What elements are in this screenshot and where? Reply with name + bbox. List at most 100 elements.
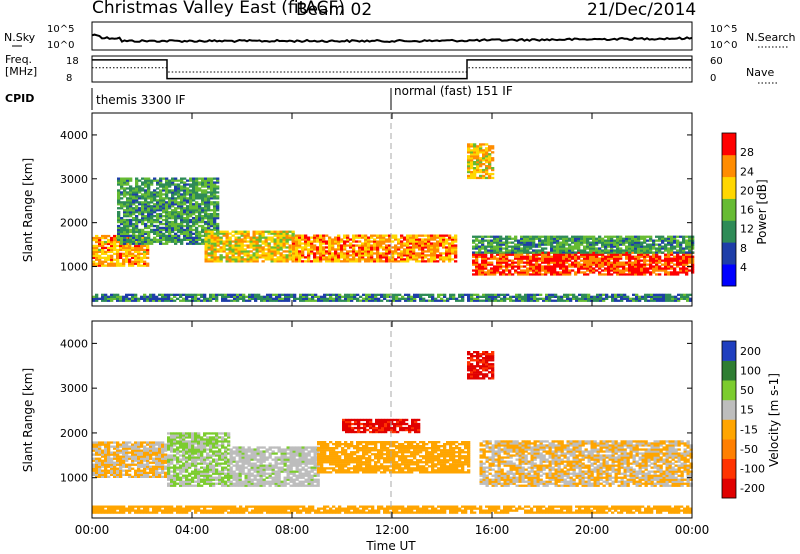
velocity-echo-cell: [137, 455, 141, 458]
power-echo-cell: [210, 187, 214, 190]
power-echo-cell: [252, 246, 256, 249]
power-echo-cell: [607, 271, 611, 274]
power-echo-cell: [625, 247, 629, 250]
power-echo-cell: [101, 240, 105, 244]
power-echo-cell: [210, 246, 214, 249]
power-echo-cell: [195, 242, 199, 245]
power-echo-cell: [589, 241, 593, 244]
power-echo-cell: [168, 224, 172, 228]
power-echo-cell: [520, 251, 524, 254]
nsearch-label: N.Search: [746, 31, 796, 44]
velocity-echo-cell: [137, 441, 141, 444]
power-echo-cell: [638, 299, 642, 302]
power-echo-cell: [107, 254, 111, 257]
power-echo-cell: [664, 259, 668, 262]
power-echo-cell: [496, 259, 500, 262]
power-echo-cell: [623, 293, 627, 296]
power-echo-cell: [107, 262, 111, 265]
power-echo-cell: [174, 203, 178, 206]
power-echo-cell: [143, 299, 147, 302]
power-echo-cell: [649, 259, 653, 262]
power-echo-cell: [451, 242, 455, 245]
power-echo-cell: [406, 234, 410, 237]
power-echo-cell: [144, 230, 148, 234]
power-echo-cell: [670, 273, 674, 276]
power-echo-cell: [409, 246, 413, 249]
power-echo-cell: [243, 232, 247, 235]
power-echo-cell: [628, 247, 632, 250]
power-echo-cell: [472, 261, 476, 264]
power-echo-cell: [403, 250, 407, 253]
power-echo-cell: [409, 258, 413, 261]
power-echo-cell: [601, 253, 605, 256]
power-echo-cell: [159, 203, 163, 206]
power-echo-cell: [526, 261, 530, 264]
power-echo-cell: [385, 244, 389, 247]
power-echo-cell: [293, 297, 297, 300]
power-echo-cell: [201, 201, 205, 204]
power-echo-cell: [237, 244, 241, 247]
power-echo-cell: [611, 299, 615, 302]
power-echo-cell: [228, 236, 232, 239]
power-echo-cell: [613, 261, 617, 264]
power-echo-cell: [514, 247, 518, 250]
power-echo-cell: [126, 240, 130, 243]
power-echo-cell: [288, 254, 292, 257]
power-echo-cell: [682, 247, 686, 250]
power-echo-cell: [195, 179, 199, 182]
power-echo-cell: [557, 297, 561, 300]
power-echo-cell: [168, 217, 172, 220]
power-echo-cell: [207, 181, 211, 184]
velocity-echo-cell: [140, 449, 144, 452]
power-echo-cell: [559, 251, 563, 254]
power-echo-cell: [374, 299, 378, 302]
power-echo-cell: [170, 299, 174, 302]
power-echo-cell: [201, 193, 205, 196]
power-echo-cell: [556, 261, 560, 264]
power-echo-cell: [409, 254, 413, 257]
power-echo-cell: [628, 263, 632, 266]
power-echo-cell: [147, 240, 151, 243]
power-echo-cell: [230, 299, 234, 302]
power-echo-cell: [451, 250, 455, 253]
power-echo-cell: [171, 215, 175, 218]
power-echo-cell: [120, 177, 124, 180]
power-echo-cell: [216, 226, 220, 230]
power-echo-cell: [569, 297, 573, 300]
power-echo-cell: [355, 258, 359, 261]
power-echo-cell: [334, 256, 338, 259]
power-echo-cell: [195, 189, 199, 192]
power-echo-cell: [189, 191, 193, 194]
power-echo-cell: [547, 267, 551, 270]
power-echo-cell: [352, 254, 356, 257]
power-echo-cell: [263, 299, 267, 302]
power-echo-cell: [676, 253, 680, 256]
power-echo-cell: [104, 297, 108, 300]
power-echo-cell: [635, 299, 639, 302]
power-echo-cell: [532, 265, 536, 268]
power-echo-cell: [386, 299, 390, 302]
power-echo-cell: [592, 263, 596, 266]
power-echo-cell: [436, 242, 440, 245]
velocity-echo-cell: [104, 449, 108, 452]
power-echo-cell: [571, 239, 575, 242]
power-echo-cell: [467, 293, 471, 296]
power-echo-cell: [240, 248, 244, 251]
velocity-echo-cell: [191, 462, 195, 465]
power-echo-cell: [140, 236, 144, 240]
power-echo-cell: [186, 201, 190, 204]
power-echo-cell: [119, 299, 123, 302]
power-echo-cell: [216, 242, 220, 245]
power-echo-cell: [412, 248, 416, 251]
power-echo-cell: [174, 211, 178, 214]
noise-left-tick-top: 10^5: [47, 24, 74, 35]
power-echo-cell: [150, 205, 154, 208]
velocity-echo-cell: [122, 473, 126, 476]
power-echo-cell: [159, 177, 163, 180]
power-echo-cell: [601, 265, 605, 268]
power-echo-cell: [252, 230, 256, 233]
power-echo-cell: [490, 235, 494, 238]
power-echo-cell: [153, 211, 157, 214]
velocity-echo-cell: [173, 448, 177, 451]
power-echo-cell: [107, 242, 111, 246]
